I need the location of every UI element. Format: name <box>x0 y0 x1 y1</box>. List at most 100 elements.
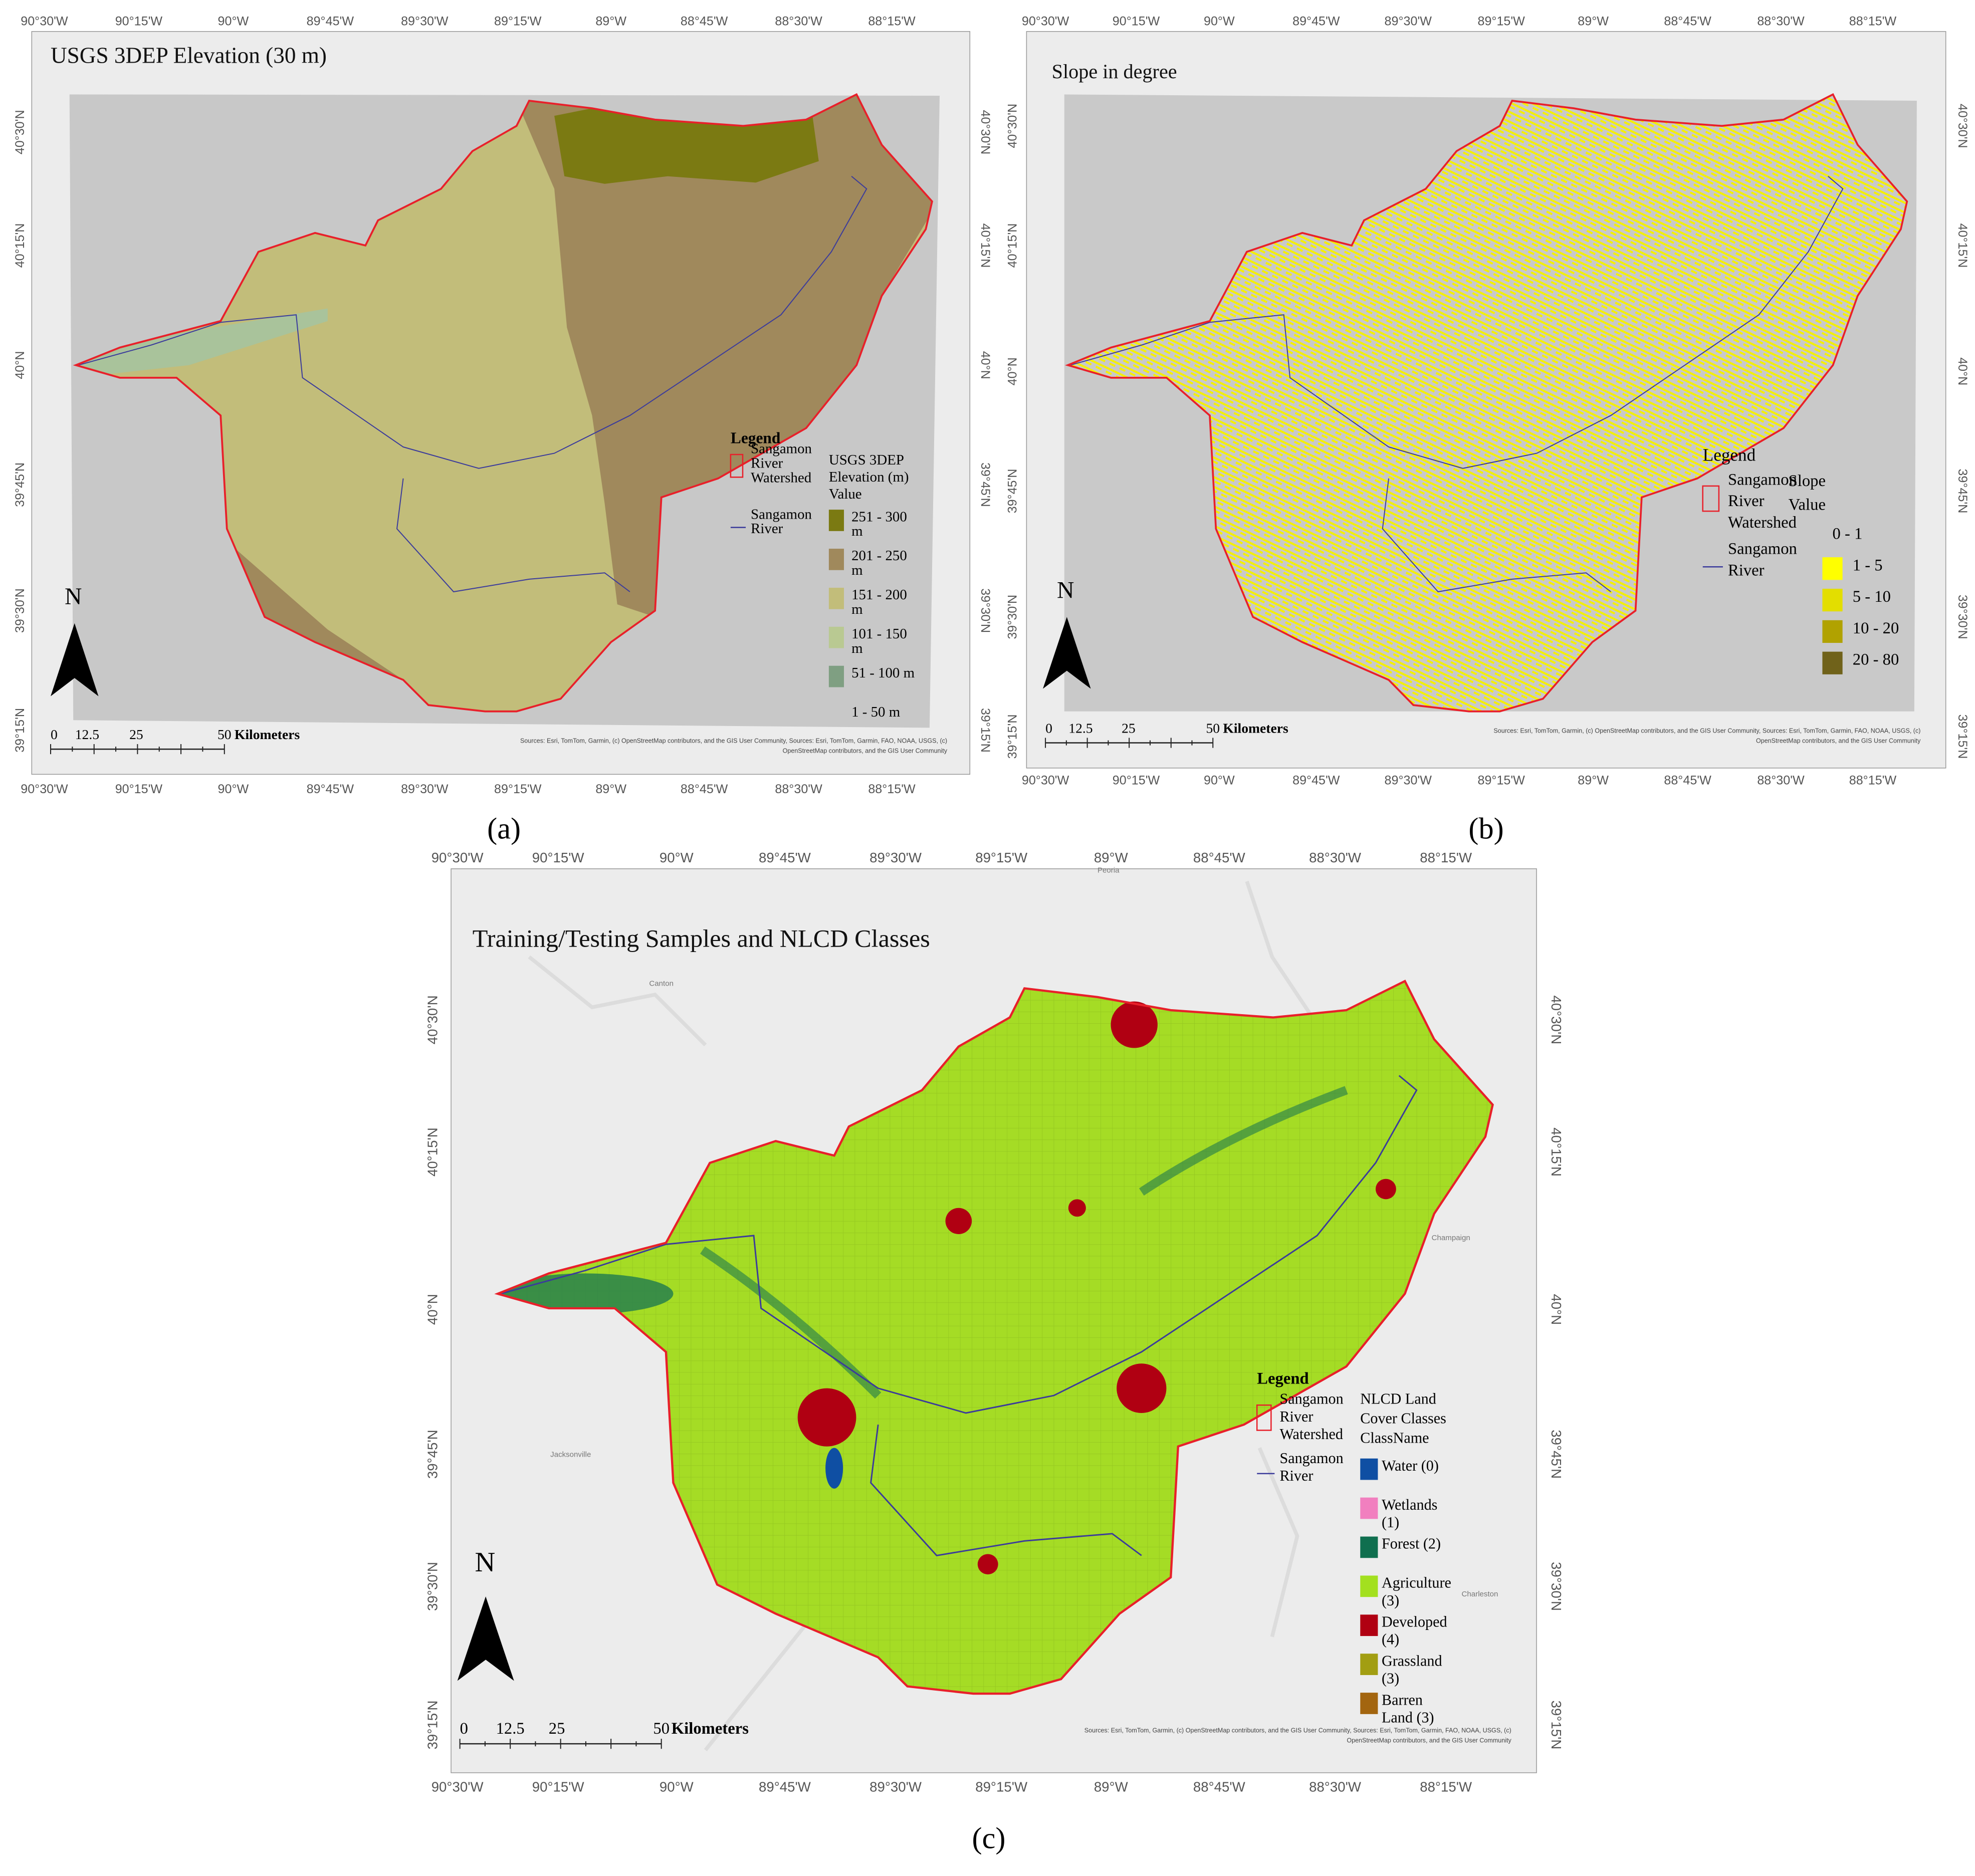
longitude-label: 89°15'W <box>1477 14 1525 28</box>
longitude-label: 89°30'W <box>401 14 449 28</box>
legend-item-label: 201 - 250 <box>851 548 907 564</box>
latitude-label: 39°45'N <box>1005 469 1019 514</box>
scale-label: 0 <box>51 727 58 742</box>
legend-watershed-swatch <box>730 453 744 478</box>
legend-swatch <box>1822 588 1843 612</box>
latitude-label: 40°15'N <box>1549 1127 1564 1177</box>
longitude-label: 88°30'W <box>775 782 822 796</box>
longitude-label: 89°W <box>595 782 626 796</box>
latitude-label: 39°15'N <box>1005 715 1019 759</box>
longitude-label: 89°45'W <box>307 782 354 796</box>
legend-item-label: (1) <box>1382 1514 1399 1531</box>
longitude-label: 89°15'W <box>975 1779 1027 1795</box>
legend-item-label: 1 - 5 <box>1853 556 1883 574</box>
legend-title: Legend <box>1703 445 1756 465</box>
north-arrow <box>1043 617 1091 689</box>
longitude-label: 88°15'W <box>868 782 916 796</box>
longitude-label: 89°15'W <box>1477 773 1525 787</box>
legend-item-label: 101 - 150 <box>851 626 907 642</box>
longitude-label: 88°45'W <box>1193 1779 1245 1795</box>
longitude-label: 90°15'W <box>115 782 163 796</box>
scale-label: 12.5 <box>75 727 99 742</box>
north-label: N <box>475 1547 495 1578</box>
legend-swatch <box>1360 1575 1378 1597</box>
latitude-label: 40°30'N <box>13 110 27 154</box>
legend-value-title: USGS 3DEP <box>829 452 904 468</box>
longitude-label: 88°30'W <box>1757 14 1805 28</box>
panel-b-map <box>1026 31 1946 769</box>
legend-item-label: Developed <box>1382 1613 1447 1630</box>
latitude-label: 40°15'N <box>978 223 992 268</box>
longitude-label: 90°15'W <box>532 1779 584 1795</box>
place-label: Canton <box>649 979 674 988</box>
longitude-label: 88°30'W <box>775 14 822 28</box>
legend-swatch <box>1360 1614 1378 1636</box>
longitude-label: 89°W <box>1578 14 1609 28</box>
north-label: N <box>65 583 82 610</box>
legend-item-label: (3) <box>1382 1592 1399 1609</box>
legend-item-label: Agriculture <box>1382 1574 1451 1591</box>
legend-label: River <box>1279 1467 1313 1484</box>
longitude-label: 89°45'W <box>759 1779 811 1795</box>
legend-item-label: m <box>851 562 863 578</box>
basemap-road <box>528 880 1325 1752</box>
longitude-label: 90°15'W <box>115 14 163 28</box>
legend-item-label: m <box>851 640 863 656</box>
legend-label: Watershed <box>1728 514 1797 532</box>
city <box>945 1208 972 1234</box>
latitude-label: 40°N <box>1549 1294 1564 1325</box>
latitude-label: 39°45'N <box>1955 469 1969 514</box>
longitude-label: 88°15'W <box>1420 1779 1472 1795</box>
legend-value-title: Value <box>1789 496 1826 514</box>
scale-unit: Kilometers <box>235 727 300 742</box>
latitude-label: 40°N <box>978 351 992 379</box>
scale-label: 50 <box>217 727 232 742</box>
legend-swatch <box>1360 1693 1378 1714</box>
longitude-label: 90°30'W <box>1022 773 1069 787</box>
longitude-label: 88°45'W <box>1664 773 1711 787</box>
longitude-label: 89°W <box>1578 773 1609 787</box>
legend-swatch <box>828 626 844 648</box>
city <box>977 1554 998 1575</box>
legend-title: Legend <box>1257 1370 1308 1388</box>
longitude-label: 88°30'W <box>1309 1779 1361 1795</box>
watershed-group <box>498 981 1492 1694</box>
legend-swatch <box>828 665 844 687</box>
panel-annotations: USGS 3DEP Elevation (30 m) 90°30'W 90°30'W… <box>13 14 992 845</box>
longitude-label: 90°15'W <box>1113 14 1160 28</box>
longitude-label: 90°15'W <box>1113 773 1160 787</box>
latitude-label: 39°45'N <box>424 1430 440 1479</box>
legend-value-title: Slope <box>1789 472 1826 490</box>
legend-label: River <box>1279 1408 1313 1425</box>
longitude-label: 89°30'W <box>869 1779 922 1795</box>
legend-label: Sangamon <box>1279 1390 1343 1408</box>
latitude-label: 40°N <box>424 1294 440 1325</box>
legend-label: Sangamon <box>1728 471 1797 489</box>
lake <box>825 1448 843 1489</box>
latitude-label: 40°30'N <box>1955 104 1969 148</box>
legend-item-label: (4) <box>1382 1631 1399 1648</box>
latitude-label: 40°30'N <box>978 110 992 154</box>
legend-swatch <box>1360 1497 1378 1519</box>
sources-text: Sources: Esri, TomTom, Garmin, (c) OpenS… <box>1084 1727 1511 1734</box>
legend-watershed-swatch <box>1256 1404 1272 1431</box>
legend-value-title: Cover Classes <box>1360 1410 1446 1427</box>
forest <box>498 1273 674 1314</box>
legend-swatch <box>1822 651 1843 674</box>
caption: (a) <box>487 812 521 845</box>
longitude-label: 90°W <box>218 782 249 796</box>
longitude-label: 88°45'W <box>681 14 728 28</box>
legend-label: River <box>1728 561 1765 579</box>
longitude-label: 88°30'W <box>1309 850 1361 865</box>
legend-label: Watershed <box>1279 1426 1343 1443</box>
caption: (b) <box>1468 812 1503 845</box>
legend-item-label: 10 - 20 <box>1853 619 1899 637</box>
legend-label: River <box>751 455 783 471</box>
legend-item-label: Water (0) <box>1382 1457 1439 1474</box>
city <box>1117 1363 1167 1413</box>
latitude-label: 39°45'N <box>1549 1430 1564 1479</box>
legend-swatch <box>1822 620 1843 643</box>
longitude-label: 88°30'W <box>1757 773 1805 787</box>
legend-swatch <box>828 549 844 570</box>
scale-unit: Kilometers <box>1223 720 1288 736</box>
